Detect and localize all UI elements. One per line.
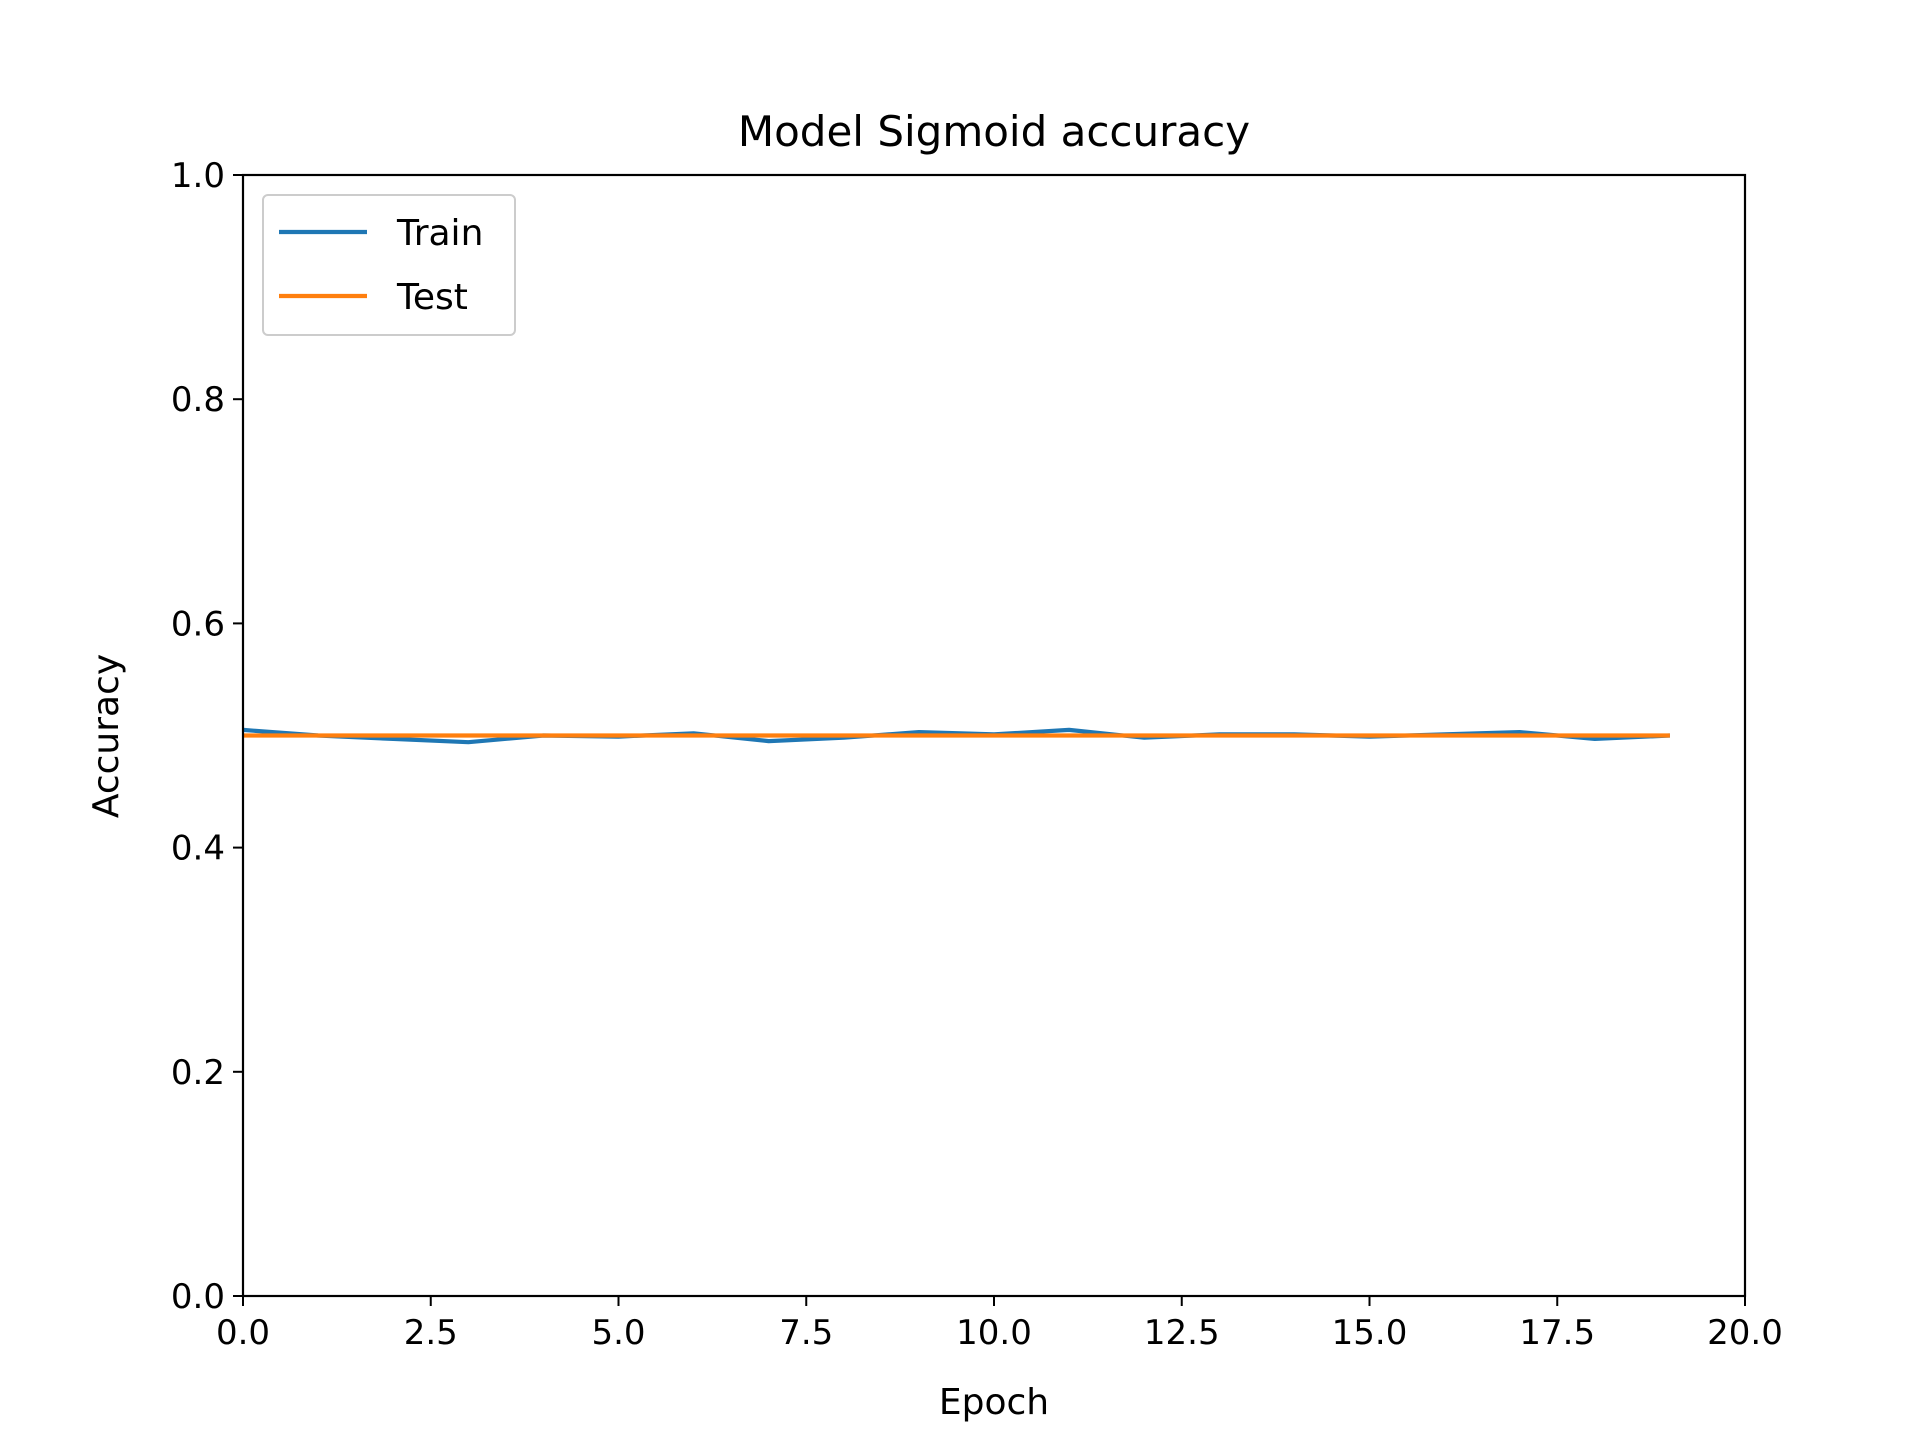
chart-title: Model Sigmoid accuracy [738, 107, 1250, 156]
x-tick-label: 0.0 [216, 1313, 270, 1353]
legend-label-train: Train [396, 213, 483, 254]
x-tick-label: 5.0 [591, 1313, 645, 1353]
y-tick-label: 0.6 [171, 604, 225, 644]
plot-area: 0.0 2.5 5.0 7.5 10.0 12.5 15.0 17.5 20.0 0.0 0.2 0.… [171, 156, 1783, 1353]
y-tick-label: 0.4 [171, 829, 225, 869]
y-tick-label: 0.0 [171, 1277, 225, 1317]
legend-label-test: Test [396, 277, 468, 318]
x-axis-label: Epoch [939, 1382, 1049, 1423]
y-tick-label: 0.2 [171, 1053, 225, 1093]
x-tick-label: 2.5 [404, 1313, 458, 1353]
y-tick-label: 1.0 [171, 156, 225, 196]
y-tick-label: 0.8 [171, 380, 225, 420]
x-tick-label: 10.0 [956, 1313, 1032, 1353]
x-tick-label: 7.5 [779, 1313, 833, 1353]
x-tick-label: 15.0 [1332, 1313, 1408, 1353]
x-tick-label: 17.5 [1519, 1313, 1595, 1353]
x-tick-label: 20.0 [1707, 1313, 1783, 1353]
y-axis-label: Accuracy [86, 654, 127, 818]
x-tick-label: 12.5 [1144, 1313, 1220, 1353]
